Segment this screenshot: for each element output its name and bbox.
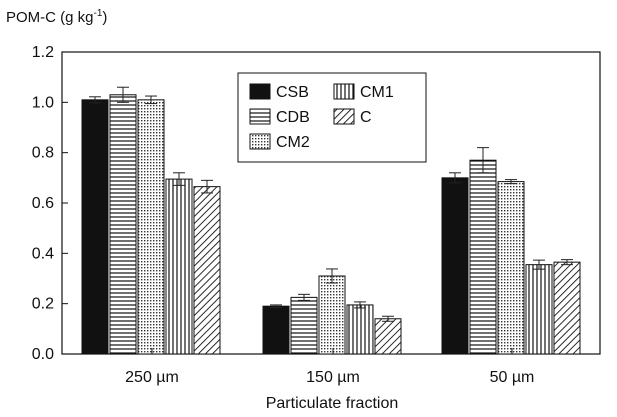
y-tick-label: 1.2 xyxy=(32,44,54,61)
x-axis-label: Particulate fraction xyxy=(266,395,399,412)
bar-c-1 xyxy=(374,318,402,355)
legend-swatch-cdb xyxy=(249,108,271,125)
legend-label-cm2: CM2 xyxy=(276,134,310,151)
bar-c-2 xyxy=(553,261,581,355)
bar-c-0 xyxy=(193,186,221,355)
bar-cm1-1 xyxy=(346,304,374,355)
bar-cm2-0 xyxy=(137,99,165,355)
bar-cm2-1 xyxy=(318,275,346,355)
x-tick-label: 150 µm xyxy=(306,369,360,386)
bar-csb-2 xyxy=(441,177,469,355)
bar-cm1-2 xyxy=(525,264,553,355)
x-tick-label: 250 µm xyxy=(125,369,179,386)
bars-group xyxy=(81,86,581,355)
bar-csb-1 xyxy=(262,305,290,355)
bar-cdb-1 xyxy=(290,296,318,355)
y-tick-label: 0.4 xyxy=(32,245,54,262)
y-tick-label: 1.0 xyxy=(32,94,54,111)
y-axis-label: POM-C (g kg-1) xyxy=(6,8,107,26)
x-axis: 250 µm 150 µm 50 µm xyxy=(125,348,534,386)
bar-csb-0 xyxy=(81,99,109,355)
bar-cm1-0 xyxy=(165,178,193,355)
legend-label-cm1: CM1 xyxy=(360,84,394,101)
legend-swatch-csb xyxy=(249,83,271,100)
legend-label-cdb: CDB xyxy=(276,109,310,126)
y-tick-label: 0.6 xyxy=(32,195,54,212)
legend: CSB CDB CM2 CM1 C xyxy=(237,72,427,163)
y-tick-label: 0.0 xyxy=(32,346,54,363)
bar-cm2-2 xyxy=(497,181,525,355)
y-tick-label: 0.8 xyxy=(32,145,54,162)
legend-swatch-c xyxy=(333,108,355,125)
bar-cdb-0 xyxy=(109,94,137,355)
legend-swatch-cm1 xyxy=(333,83,355,100)
legend-swatch-cm2 xyxy=(249,133,271,150)
x-tick-label: 50 µm xyxy=(490,369,535,386)
y-axis: 0.0 0.2 0.4 0.6 0.8 1.0 1.2 xyxy=(32,44,68,363)
legend-label-csb: CSB xyxy=(276,84,309,101)
legend-label-c: C xyxy=(360,109,372,126)
bar-cdb-2 xyxy=(469,159,497,355)
y-tick-label: 0.2 xyxy=(32,296,54,313)
